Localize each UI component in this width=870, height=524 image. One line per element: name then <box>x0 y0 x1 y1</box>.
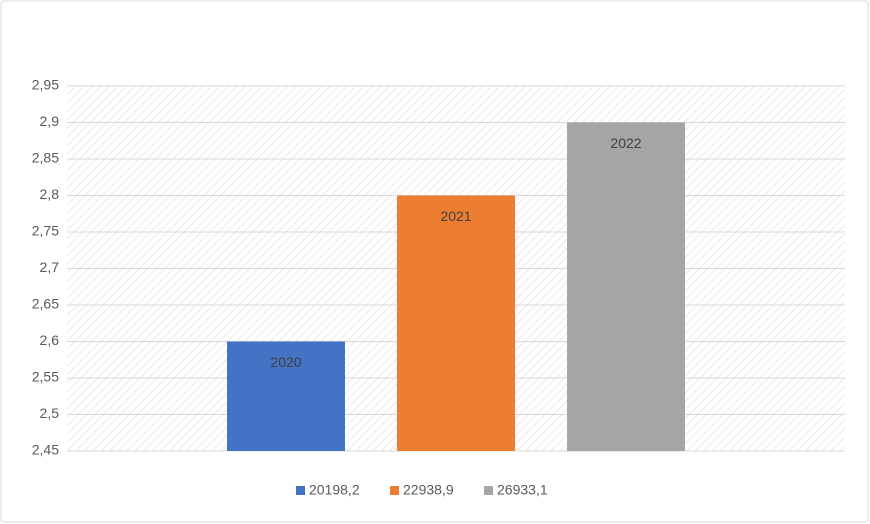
y-tick-label: 2,55 <box>32 369 59 385</box>
bar <box>397 195 515 451</box>
y-tick-label: 2,9 <box>40 113 60 129</box>
data-label: 2022 <box>610 135 641 151</box>
legend-swatch <box>390 486 399 495</box>
y-tick-label: 2,65 <box>32 296 59 312</box>
legend-label: 22938,9 <box>403 482 454 498</box>
legend-swatch <box>484 486 493 495</box>
y-tick-label: 2,95 <box>32 77 59 93</box>
legend-label: 20198,2 <box>309 482 360 498</box>
y-tick-label: 2,85 <box>32 150 59 166</box>
legend-swatch <box>296 486 305 495</box>
legend-label: 26933,1 <box>497 482 548 498</box>
y-tick-label: 2,75 <box>32 223 59 239</box>
y-tick-label: 2,45 <box>32 442 59 458</box>
data-label: 2021 <box>440 208 471 224</box>
y-tick-label: 2,8 <box>40 186 60 202</box>
data-label: 2020 <box>270 354 301 370</box>
bar <box>567 122 685 451</box>
y-tick-label: 2,7 <box>40 259 60 275</box>
y-tick-label: 2,6 <box>40 332 60 348</box>
bar <box>227 341 345 451</box>
y-tick-label: 2,5 <box>40 405 60 421</box>
